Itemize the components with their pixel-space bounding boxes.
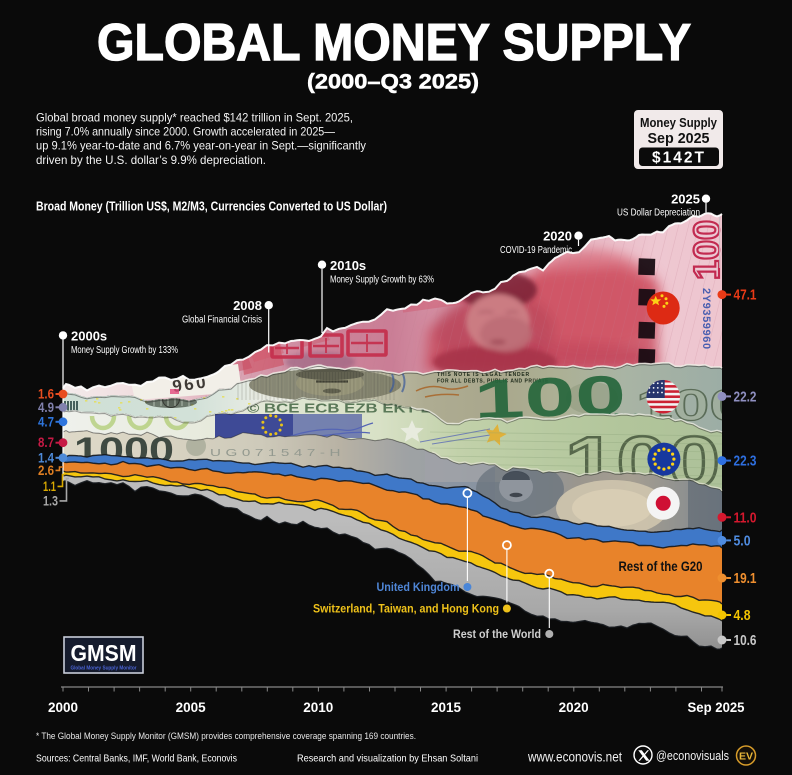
svg-text:COVID-19 Pandemic: COVID-19 Pandemic bbox=[500, 244, 572, 256]
svg-text:22.2: 22.2 bbox=[734, 389, 757, 405]
svg-text:2008: 2008 bbox=[233, 298, 262, 313]
svg-text:Global Money Supply Monitor: Global Money Supply Monitor bbox=[71, 666, 138, 672]
svg-text:Global Financial Crisis: Global Financial Crisis bbox=[182, 314, 262, 326]
svg-text:4.7: 4.7 bbox=[38, 414, 54, 429]
svg-text:100: 100 bbox=[686, 220, 727, 280]
svg-text:EV: EV bbox=[739, 751, 753, 763]
svg-text:driven by the U.S. dollar’s 9.: driven by the U.S. dollar’s 9.9% depreci… bbox=[36, 153, 266, 167]
svg-text:Rest of the World: Rest of the World bbox=[453, 627, 541, 641]
svg-text:19.1: 19.1 bbox=[734, 571, 757, 587]
svg-text:11.0: 11.0 bbox=[734, 510, 757, 526]
svg-text:5.0: 5.0 bbox=[734, 533, 751, 549]
svg-text:Sources: Central Banks, IMF, W: Sources: Central Banks, IMF, World Bank,… bbox=[36, 753, 237, 765]
svg-text:* The Global Money Supply Moni: * The Global Money Supply Monitor (GMSM)… bbox=[36, 731, 416, 742]
svg-text:United Kingdom: United Kingdom bbox=[377, 580, 460, 594]
svg-text:US Dollar Depreciation: US Dollar Depreciation bbox=[617, 207, 700, 219]
svg-text:Switzerland, Taiwan, and Hong: Switzerland, Taiwan, and Hong Kong bbox=[313, 602, 499, 616]
svg-text:1.6: 1.6 bbox=[38, 387, 54, 402]
svg-text:GLOBAL MONEY SUPPLY: GLOBAL MONEY SUPPLY bbox=[97, 14, 691, 72]
svg-text:2.6: 2.6 bbox=[38, 463, 54, 478]
svg-text:up 9.1% year-to-date and 6.7%: up 9.1% year-to-date and 6.7% year-on-ye… bbox=[36, 139, 366, 153]
svg-text:4.9: 4.9 bbox=[38, 400, 54, 415]
svg-text:Broad Money (Trillion US$, M2/: Broad Money (Trillion US$, M2/M3, Curren… bbox=[36, 200, 387, 214]
svg-text:2010: 2010 bbox=[303, 700, 333, 715]
svg-text:Rest of the G20: Rest of the G20 bbox=[619, 559, 703, 574]
svg-text:Sep 2025: Sep 2025 bbox=[648, 131, 710, 147]
svg-text:2005: 2005 bbox=[176, 700, 207, 715]
svg-text:2025: 2025 bbox=[671, 192, 700, 207]
svg-text:2010s: 2010s bbox=[330, 258, 366, 273]
svg-text:www.econovis.net: www.econovis.net bbox=[527, 750, 622, 765]
svg-text:1.4: 1.4 bbox=[38, 450, 54, 465]
svg-text:2000: 2000 bbox=[48, 700, 78, 715]
svg-text:rising 7.0% annually since 200: rising 7.0% annually since 2000. Growth … bbox=[36, 125, 335, 139]
svg-text:Money Supply Growth by 63%: Money Supply Growth by 63% bbox=[330, 274, 434, 286]
svg-text:1.3: 1.3 bbox=[43, 494, 58, 509]
svg-text:$142T: $142T bbox=[652, 150, 706, 167]
svg-text:10.6: 10.6 bbox=[734, 633, 757, 649]
svg-text:GMSM: GMSM bbox=[71, 640, 137, 666]
svg-text:2020: 2020 bbox=[559, 700, 589, 715]
svg-text:2015: 2015 bbox=[431, 700, 462, 715]
svg-text:THIS NOTE IS LEGAL TENDER: THIS NOTE IS LEGAL TENDER bbox=[437, 372, 530, 378]
svg-text:Research and visualization by: Research and visualization by Ehsan Solt… bbox=[297, 753, 478, 765]
svg-text:4.8: 4.8 bbox=[734, 608, 751, 624]
svg-text:22.3: 22.3 bbox=[734, 454, 757, 470]
svg-text:UG071547-H: UG071547-H bbox=[210, 448, 345, 459]
svg-text:@econovisuals: @econovisuals bbox=[656, 748, 729, 763]
svg-text:Money Supply: Money Supply bbox=[640, 115, 718, 130]
svg-text:Sep 2025: Sep 2025 bbox=[688, 700, 745, 715]
svg-text:47.1: 47.1 bbox=[734, 288, 757, 304]
svg-text:8.7: 8.7 bbox=[38, 435, 54, 450]
svg-text:Money Supply Growth by 133%: Money Supply Growth by 133% bbox=[71, 344, 178, 356]
svg-text:2000s: 2000s bbox=[71, 329, 107, 344]
svg-text:2Y9359960: 2Y9359960 bbox=[700, 288, 712, 350]
svg-text:2020: 2020 bbox=[543, 229, 572, 244]
svg-text:(2000–Q3 2025): (2000–Q3 2025) bbox=[307, 71, 479, 94]
svg-text:1.1: 1.1 bbox=[43, 479, 56, 494]
svg-text:Global broad money supply* rea: Global broad money supply* reached $142 … bbox=[36, 110, 353, 124]
svg-text:FOR ALL DEBTS, PUBLIC AND PRIV: FOR ALL DEBTS, PUBLIC AND PRIVATE bbox=[437, 379, 549, 385]
